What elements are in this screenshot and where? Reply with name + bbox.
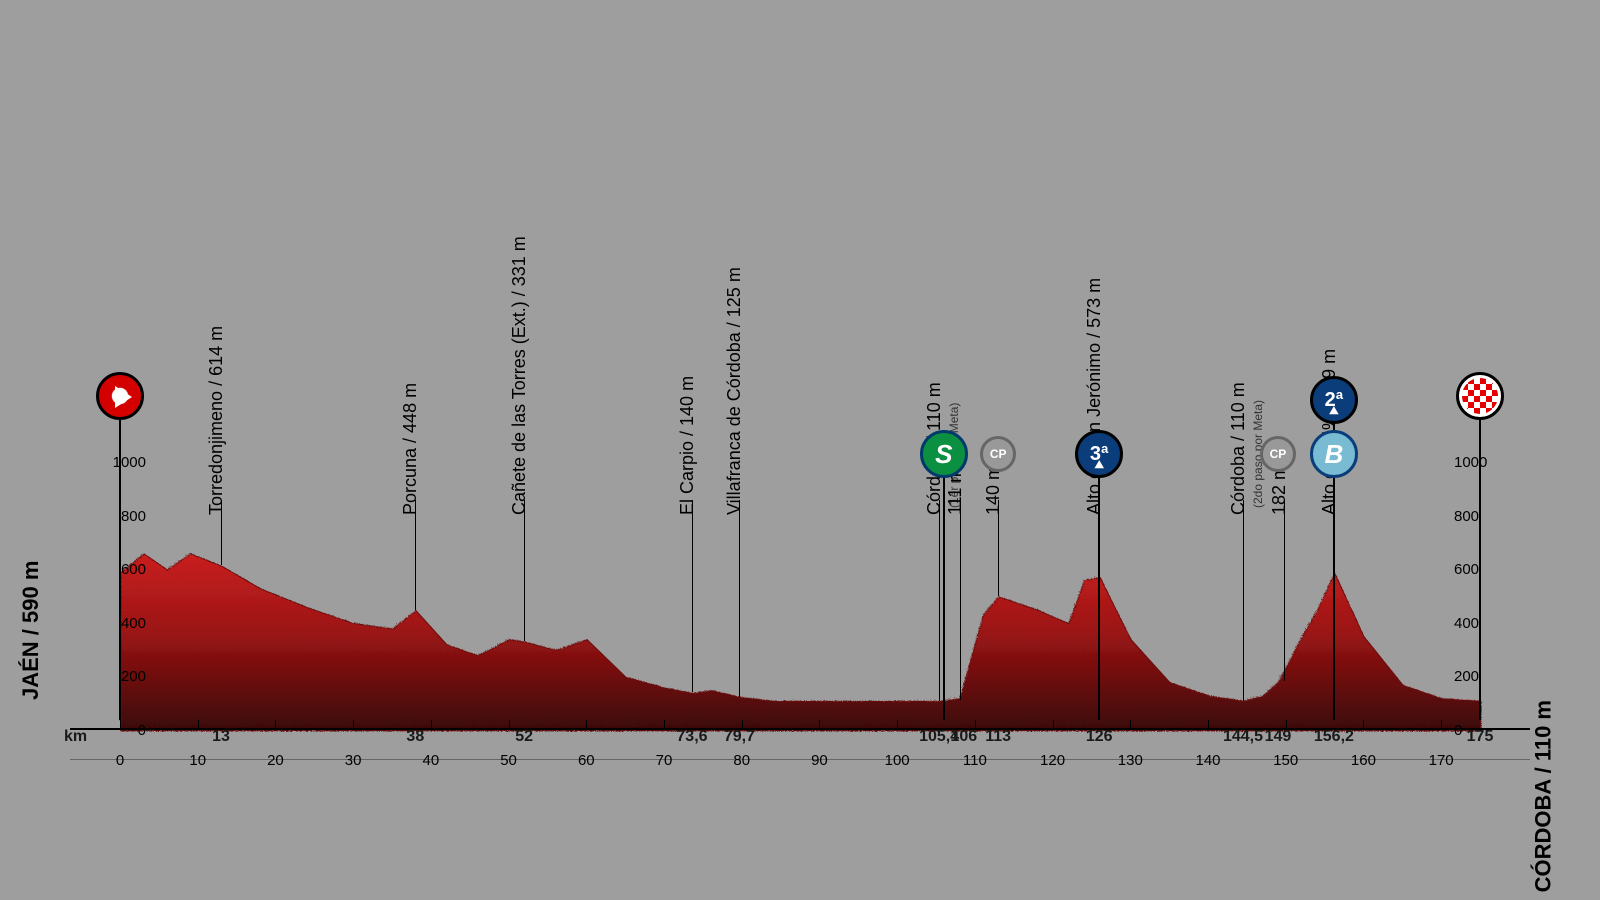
stage-profile: 02004006008001000 02004006008001000 JAÉN…: [0, 0, 1600, 900]
x-tick: 20: [267, 752, 284, 769]
point-label: 182 m: [1269, 465, 1290, 515]
tick-mark: [1441, 720, 1442, 730]
tick-mark: [1208, 720, 1209, 730]
cp-marker-icon: CP: [1260, 436, 1296, 472]
y-axis-left: 02004006008001000: [96, 0, 146, 740]
x-tick: 130: [1118, 752, 1143, 769]
point-label: Córdoba / 110 m: [1228, 382, 1249, 515]
km-label: 38: [406, 728, 424, 746]
leader-line: [1243, 500, 1244, 701]
leader-line: [739, 500, 740, 697]
leader-line: [960, 500, 961, 700]
bonus-marker-icon: B: [1310, 430, 1358, 478]
tick-mark: [1286, 720, 1287, 730]
tick-mark: [975, 720, 976, 730]
x-tick: 160: [1351, 752, 1376, 769]
point-label: Torredonjimeno / 614 m: [206, 326, 227, 515]
marker-text: S: [935, 439, 952, 470]
start-city-label: JAÉN / 590 m: [18, 561, 44, 700]
x-tick: 50: [500, 752, 517, 769]
tick-mark: [586, 720, 587, 730]
marker-stem: [943, 474, 945, 720]
tick-mark: [664, 720, 665, 730]
km-label: 126: [1086, 728, 1113, 746]
y-tick: 800: [100, 508, 146, 525]
y-tick: 800: [1454, 508, 1500, 525]
y-tick: 1000: [100, 454, 146, 471]
tick-mark: [275, 720, 276, 730]
marker-stem: [1479, 416, 1481, 720]
leader-line: [1284, 500, 1285, 681]
x-tick: 90: [811, 752, 828, 769]
finish-city-label: CÓRDOBA / 110 m: [1530, 700, 1556, 892]
cp-marker-icon: CP: [980, 436, 1016, 472]
y-tick: 1000: [1454, 454, 1500, 471]
marker-stem: [1098, 474, 1100, 720]
y-tick: 200: [100, 668, 146, 685]
y-tick: 400: [1454, 615, 1500, 632]
x-tick: 100: [885, 752, 910, 769]
marker-text: B: [1325, 439, 1344, 470]
x-tick: 120: [1040, 752, 1065, 769]
cat-marker-icon: 3ª⛰: [1075, 430, 1123, 478]
point-label: Porcuna / 448 m: [400, 383, 421, 515]
tick-mark: [819, 720, 820, 730]
x-tick: 150: [1273, 752, 1298, 769]
x-tick: 0: [116, 752, 124, 769]
marker-text: CP: [990, 447, 1007, 461]
leader-line: [415, 500, 416, 610]
km-label: 52: [515, 728, 533, 746]
x-tick: 60: [578, 752, 595, 769]
leader-line: [692, 500, 693, 692]
tick-mark: [742, 720, 743, 730]
tick-mark: [509, 720, 510, 730]
point-label: Alto de San Jerónimo / 573 m: [1084, 278, 1105, 515]
km-label: 13: [212, 728, 230, 746]
km-label: 149: [1265, 728, 1292, 746]
marker-stem: [1333, 474, 1335, 720]
x-tick: 30: [345, 752, 362, 769]
x-tick: 110: [963, 752, 987, 769]
km-label: 144,5: [1223, 728, 1263, 746]
y-tick: 400: [100, 615, 146, 632]
km-label: 175: [1467, 728, 1494, 746]
x-axis: 0 10 20 30 40 50 60 70 80 90 100 110 120 130 140 150 160…: [110, 752, 1490, 792]
km-label: 156,2: [1314, 728, 1354, 746]
leader-line: [939, 500, 940, 701]
point-label: El Carpio / 140 m: [677, 376, 698, 515]
km-label: 79,7: [724, 728, 755, 746]
tick-mark: [120, 720, 121, 730]
leader-line: [524, 500, 525, 641]
km-label: 73,6: [676, 728, 707, 746]
point-label: Villafranca de Córdoba / 125 m: [724, 267, 745, 515]
cat-marker-icon: 2ª⛰: [1310, 376, 1358, 424]
x-tick: 80: [733, 752, 750, 769]
tick-mark: [353, 720, 354, 730]
km-row-title: km: [64, 728, 87, 746]
x-tick: 140: [1195, 752, 1220, 769]
point-label: Cañete de las Torres (Ext.) / 331 m: [509, 236, 530, 515]
tick-mark: [1053, 720, 1054, 730]
finish-marker-icon: [1456, 372, 1504, 420]
x-tick: 40: [423, 752, 440, 769]
x-tick: 10: [189, 752, 206, 769]
tick-mark: [897, 720, 898, 730]
tick-mark: [1363, 720, 1364, 730]
marker-text: CP: [1270, 447, 1287, 461]
tick-mark: [1130, 720, 1131, 730]
km-label: 113: [985, 728, 1011, 746]
y-tick: 600: [100, 561, 146, 578]
point-label: 140 m: [983, 465, 1004, 515]
y-tick: 200: [1454, 668, 1500, 685]
sprint-marker-icon: S: [920, 430, 968, 478]
y-tick: 600: [1454, 561, 1500, 578]
km-label: 106: [950, 728, 977, 746]
tick-mark: [431, 720, 432, 730]
tick-mark: [198, 720, 199, 730]
x-tick: 70: [656, 752, 673, 769]
x-tick: 170: [1429, 752, 1454, 769]
start-marker-icon: [96, 372, 144, 420]
marker-stem: [119, 416, 121, 720]
